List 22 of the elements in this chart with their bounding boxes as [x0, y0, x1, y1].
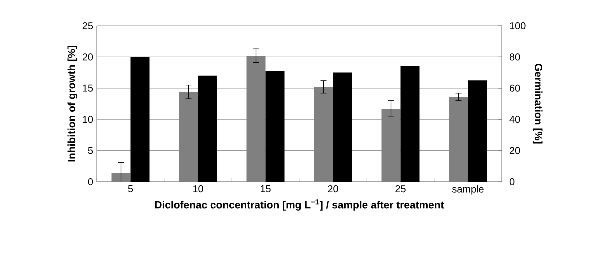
y2-tick-label: 80	[510, 54, 520, 61]
y-tick-label: 25	[82, 22, 94, 30]
x-tick-label: 15	[260, 186, 271, 192]
y2-tick-label: 0	[510, 178, 515, 186]
y-tick-label: 0	[88, 178, 94, 186]
x-tick-label: 5	[128, 186, 134, 192]
bar	[130, 57, 150, 182]
x-tick-label: 10	[193, 186, 204, 193]
y2-tick-label: 20	[510, 147, 520, 154]
x-axis-title: Diclofenac concentration [mg L$^{−1}$] / sample after treatment	[155, 200, 444, 211]
x-tick-label: sample	[452, 186, 484, 195]
y-tick-label: 10	[83, 116, 94, 124]
x-tick-label: 25	[396, 186, 406, 193]
y-tick-label: 5	[88, 147, 94, 154]
x-tick-label: 20	[328, 186, 338, 193]
y2-axis-title: Germination [%]	[532, 64, 543, 144]
y2-tick-label: 60	[510, 84, 520, 92]
y2-tick-label: 100	[510, 22, 526, 30]
y-tick-label: 20	[82, 54, 94, 61]
y-tick-label: 15	[83, 84, 94, 92]
y2-tick-label: 40	[510, 116, 520, 124]
y-axis-title: Inhibition of growth [%]	[68, 46, 78, 162]
